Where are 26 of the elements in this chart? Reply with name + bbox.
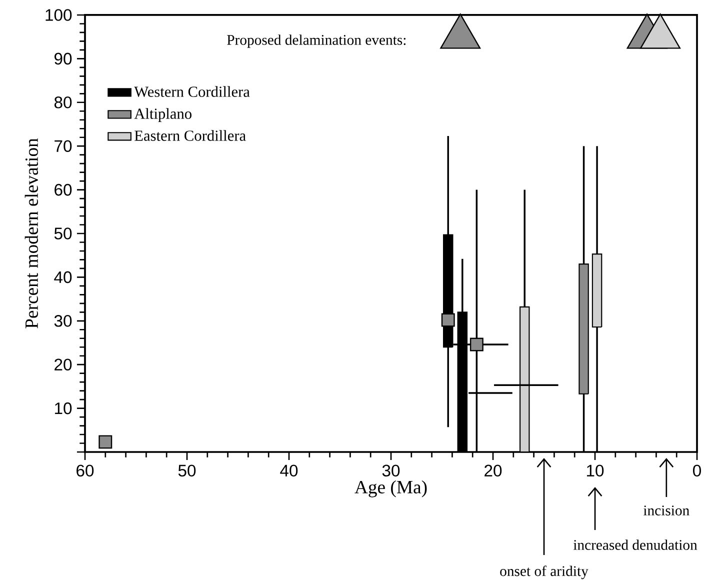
- y-tick-label: 70: [54, 140, 72, 152]
- x-tick-label: 30: [382, 464, 400, 477]
- legend-label: Altiplano: [134, 108, 192, 122]
- x-tick-label: 60: [76, 464, 94, 477]
- y-tick-label: 60: [54, 184, 72, 196]
- text: increased denudation: [573, 540, 698, 550]
- y-tick-label: 20: [54, 358, 72, 371]
- x-tick-label: 40: [280, 464, 298, 477]
- y-tick-label: 50: [54, 228, 72, 240]
- y-tick-label: 80: [54, 96, 72, 108]
- x-tick-label: 20: [484, 464, 502, 477]
- annotation: Proposed delamination events:: [227, 34, 406, 48]
- y-tick-label: 90: [54, 52, 72, 65]
- legend-label: Eastern Cordillera: [134, 130, 246, 141]
- y-tick-label: 40: [54, 271, 72, 284]
- x-tick-label: 0: [693, 464, 701, 477]
- x-tick-label: 50: [178, 464, 196, 477]
- legend-label: Western Cordillera: [134, 86, 250, 98]
- x-axis-title: Age (Ma): [354, 480, 427, 498]
- y-tick-label: 10: [55, 402, 72, 414]
- y-axis-title: Percent modern elevation: [24, 138, 38, 328]
- y-tick-label: 100: [46, 9, 72, 21]
- x-tick-label: 10: [587, 464, 604, 477]
- text: incision: [643, 506, 690, 516]
- y-tick-label: 30: [54, 315, 72, 327]
- text: onset of aridity: [500, 566, 588, 580]
